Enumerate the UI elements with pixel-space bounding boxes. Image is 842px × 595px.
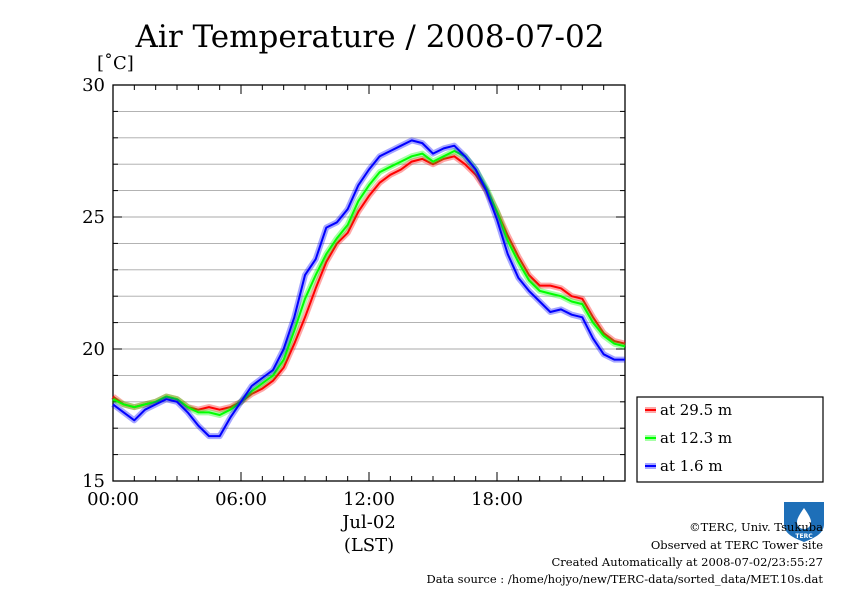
y-tick-label: 25 [82,207,105,228]
y-tick-label: 30 [82,75,105,96]
created-timestamp-text: Created Automatically at 2008-07-02/23:5… [552,555,824,569]
legend-label: at 12.3 m [660,429,732,447]
legend-label: at 1.6 m [660,457,723,475]
chart-title: Air Temperature / 2008-07-02 [135,19,605,55]
series-line [112,150,626,416]
y-tick-label: 20 [82,339,105,360]
axis-ticks [112,84,626,482]
series-line [112,139,625,438]
terc-logo-text: TERC [795,533,813,540]
x-tick-label: 06:00 [215,489,267,510]
y-axis-unit-label: [˚C] [97,52,134,74]
legend-box [636,396,824,483]
water-drop-icon [797,508,811,529]
legend: at 29.5 m at 12.3 m at 1.6 m [636,396,824,483]
copyright-text: ©TERC, Univ. Tsukuba [689,520,823,534]
observed-at-text: Observed at TERC Tower site [651,538,823,552]
terc-logo: TERC [784,502,824,542]
legend-label: at 29.5 m [660,401,732,419]
grid-lines [113,110,625,456]
series-lines [111,137,626,440]
x-tick-label: 18:00 [471,489,523,510]
x-tick-label: 00:00 [87,489,139,510]
date-label: Jul-02 [340,512,396,533]
x-tick-label: 12:00 [343,489,395,510]
x-axis-label: (LST) [344,535,394,556]
y-tick-label: 15 [82,471,105,492]
series-line [112,155,626,411]
series-line-halo [111,153,626,413]
data-source-text: Data source : /home/hojyo/new/TERC-data/… [426,572,823,586]
